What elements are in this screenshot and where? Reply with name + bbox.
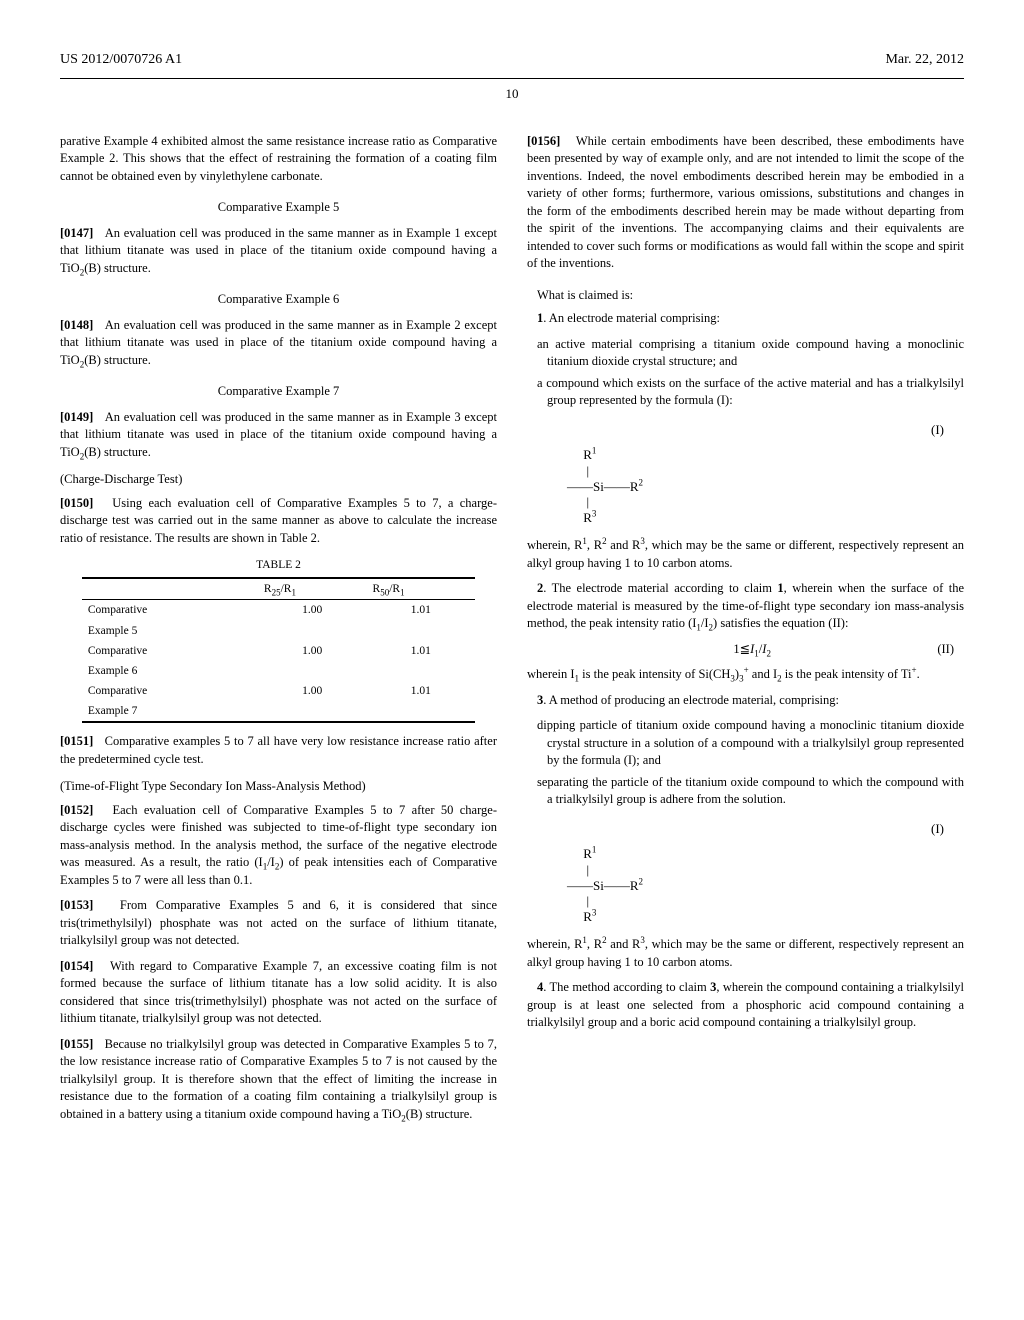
para-cont: parative Example 4 exhibited almost the … <box>60 133 497 186</box>
claim-2: 2. The electrode material according to c… <box>527 580 964 633</box>
claim-3b: separating the particle of the titanium … <box>527 774 964 809</box>
formula-I: (I) R1 | ——Si——R2 | R3 <box>567 422 964 526</box>
table-row-label: Comparative <box>82 600 258 621</box>
para-0151: [0151] Comparative examples 5 to 7 all h… <box>60 733 497 768</box>
table-header-blank <box>82 578 258 600</box>
table-row-label: Example 6 <box>82 661 258 681</box>
para-num: [0153] <box>60 898 93 912</box>
pub-date: Mar. 22, 2012 <box>885 50 964 70</box>
pub-number: US 2012/0070726 A1 <box>60 50 182 70</box>
table-cell: 1.00 <box>258 641 367 661</box>
equation-II: 1≦I1/I2 (II) <box>527 641 964 659</box>
two-column-layout: parative Example 4 exhibited almost the … <box>60 133 964 1131</box>
claim-text: . A method of producing an electrode mat… <box>543 693 839 707</box>
claim-3: 3. A method of producing an electrode ma… <box>527 692 964 710</box>
para-num: [0149] <box>60 410 93 424</box>
claims-heading: What is claimed is: <box>537 287 964 305</box>
para-tail: (B) structure. <box>84 353 151 367</box>
page-header: US 2012/0070726 A1 Mar. 22, 2012 <box>60 50 964 70</box>
claim-3a: dipping particle of titanium oxide compo… <box>527 717 964 770</box>
para-text: From Comparative Examples 5 and 6, it is… <box>60 898 497 947</box>
para-num: [0155] <box>60 1037 93 1051</box>
formula-label: (I) <box>931 422 944 438</box>
para-text: Each evaluation cell of Comparative Exam… <box>60 803 497 887</box>
claim-3-wherein: wherein, R1, R2 and R3, which may be the… <box>527 936 964 971</box>
table-cell: 1.01 <box>367 641 476 661</box>
para-text: Using each evaluation cell of Comparativ… <box>60 496 497 545</box>
table-row-label: Example 5 <box>82 621 258 641</box>
para-num: [0156] <box>527 134 560 148</box>
para-0150: [0150] Using each evaluation cell of Com… <box>60 495 497 548</box>
para-num: [0151] <box>60 734 93 748</box>
formula-label: (I) <box>931 821 944 837</box>
para-num: [0152] <box>60 803 93 817</box>
para-0148: [0148] An evaluation cell was produced i… <box>60 317 497 370</box>
para-0156: [0156] While certain embodiments have be… <box>527 133 964 273</box>
claim-4: 4. The method according to claim 3, wher… <box>527 979 964 1032</box>
table-cell: 1.01 <box>367 681 476 701</box>
table-cell: 1.01 <box>367 600 476 621</box>
para-num: [0154] <box>60 959 93 973</box>
para-num: [0148] <box>60 318 93 332</box>
claim-1-wherein: wherein, R1, R2 and R3, which may be the… <box>527 537 964 572</box>
header-rule <box>60 78 964 79</box>
heading-comp-ex-5: Comparative Example 5 <box>60 199 497 217</box>
para-0149: [0149] An evaluation cell was produced i… <box>60 409 497 462</box>
formula-I-repeat: (I) R1 | ——Si——R2 | R3 <box>567 821 964 925</box>
left-column: parative Example 4 exhibited almost the … <box>60 133 497 1131</box>
para-0147: [0147] An evaluation cell was produced i… <box>60 225 497 278</box>
table-header-r50: R50/R1 <box>367 578 476 600</box>
table-row-label: Comparative <box>82 681 258 701</box>
para-num: [0150] <box>60 496 93 510</box>
heading-comp-ex-7: Comparative Example 7 <box>60 383 497 401</box>
claim-1: 1. An electrode material comprising: <box>527 310 964 328</box>
page-number: 10 <box>60 85 964 103</box>
para-tail: (B) structure. <box>84 261 151 275</box>
heading-charge-discharge: (Charge-Discharge Test) <box>60 471 497 489</box>
eq-label: (II) <box>937 641 954 659</box>
claim-1a: an active material comprising a titanium… <box>527 336 964 371</box>
right-column: [0156] While certain embodiments have be… <box>527 133 964 1131</box>
para-0155: [0155] Because no trialkylsilyl group wa… <box>60 1036 497 1124</box>
table-row-label: Example 7 <box>82 701 258 722</box>
para-num: [0147] <box>60 226 93 240</box>
table-cell: 1.00 <box>258 681 367 701</box>
claim-2-wherein: wherein I1 is the peak intensity of Si(C… <box>527 666 964 684</box>
para-tail: (B) structure. <box>84 445 151 459</box>
heading-comp-ex-6: Comparative Example 6 <box>60 291 497 309</box>
para-0154: [0154] With regard to Comparative Exampl… <box>60 958 497 1028</box>
table-cell: 1.00 <box>258 600 367 621</box>
claim-1b: a compound which exists on the surface o… <box>527 375 964 410</box>
para-text: With regard to Comparative Example 7, an… <box>60 959 497 1026</box>
heading-tof: (Time-of-Flight Type Secondary Ion Mass-… <box>60 778 497 796</box>
para-tail: (B) structure. <box>406 1107 473 1121</box>
para-0152: [0152] Each evaluation cell of Comparati… <box>60 802 497 890</box>
claim-text: . An electrode material comprising: <box>543 311 720 325</box>
data-table: R25/R1 R50/R1 Comparative 1.00 1.01 Exam… <box>82 577 475 723</box>
table-2: TABLE 2 R25/R1 R50/R1 Comparative 1.00 1… <box>82 557 475 723</box>
para-text: Comparative examples 5 to 7 all have ver… <box>60 734 497 766</box>
table-title: TABLE 2 <box>82 557 475 573</box>
table-row-label: Comparative <box>82 641 258 661</box>
para-text: While certain embodiments have been desc… <box>527 134 964 271</box>
para-0153: [0153] From Comparative Examples 5 and 6… <box>60 897 497 950</box>
table-header-r25: R25/R1 <box>258 578 367 600</box>
